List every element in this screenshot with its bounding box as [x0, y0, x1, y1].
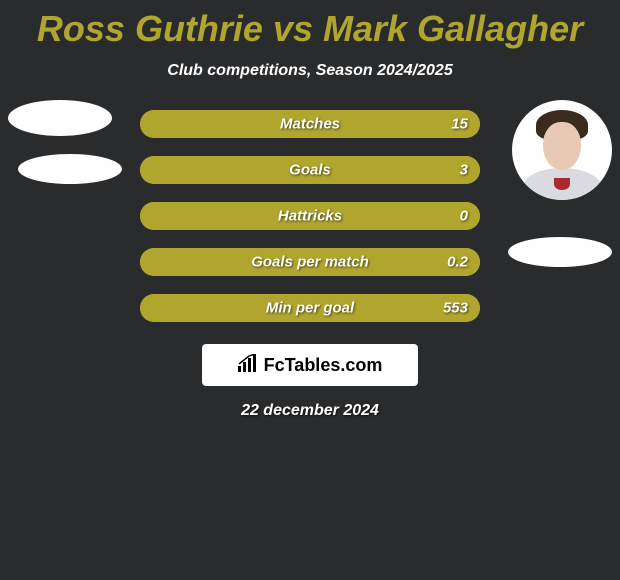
- stat-row-goals-per-match: Goals per match 0.2: [140, 248, 480, 276]
- player-left-avatar-2: [18, 154, 122, 184]
- avatar-face: [543, 122, 581, 170]
- comparison-panel: Matches 15 Goals 3 Hattricks 0 Goals per…: [0, 110, 620, 420]
- stat-value-right: 0.2: [447, 254, 468, 271]
- stat-label: Min per goal: [266, 300, 354, 317]
- player-right-avatar-2: [508, 237, 612, 267]
- player-left-avatar-1: [8, 100, 112, 136]
- page-title: Ross Guthrie vs Mark Gallagher: [0, 0, 620, 50]
- stat-label: Goals per match: [251, 254, 369, 271]
- stat-row-hattricks: Hattricks 0: [140, 202, 480, 230]
- stat-label: Hattricks: [278, 208, 342, 225]
- stat-value-right: 15: [451, 116, 468, 133]
- stat-row-goals: Goals 3: [140, 156, 480, 184]
- stat-row-matches: Matches 15: [140, 110, 480, 138]
- stat-rows: Matches 15 Goals 3 Hattricks 0 Goals per…: [140, 110, 480, 322]
- avatar-collar: [554, 178, 570, 190]
- stat-value-right: 0: [460, 208, 468, 225]
- chart-icon: [238, 354, 260, 377]
- brand-badge[interactable]: FcTables.com: [202, 344, 418, 386]
- stat-label: Matches: [280, 116, 340, 133]
- brand-text: FcTables.com: [264, 355, 383, 376]
- stat-label: Goals: [289, 162, 331, 179]
- stat-value-right: 553: [443, 300, 468, 317]
- date-text: 22 december 2024: [0, 402, 620, 420]
- stat-row-min-per-goal: Min per goal 553: [140, 294, 480, 322]
- player-right-avatar-1: [512, 100, 612, 200]
- stat-value-right: 3: [460, 162, 468, 179]
- subtitle: Club competitions, Season 2024/2025: [0, 62, 620, 80]
